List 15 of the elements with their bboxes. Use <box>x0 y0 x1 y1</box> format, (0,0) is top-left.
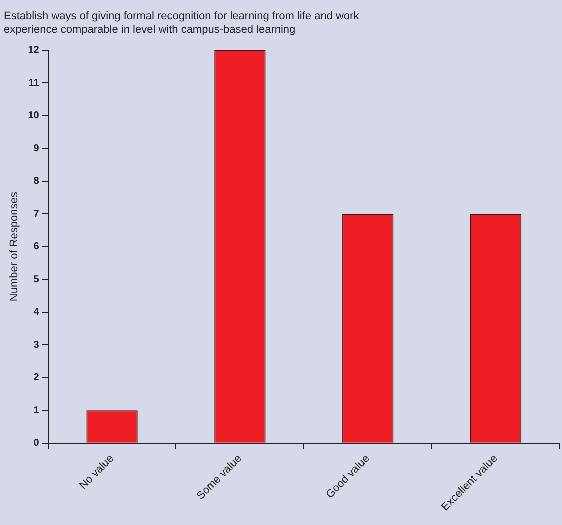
y-tick-label: 1 <box>34 405 40 416</box>
y-tick-label: 5 <box>34 274 40 286</box>
y-tick-label: 0 <box>34 438 40 450</box>
y-tick-label: 10 <box>28 110 40 122</box>
y-tick-label: 8 <box>34 176 40 188</box>
y-tick-label: 7 <box>34 208 40 220</box>
y-tick-label: 6 <box>34 242 40 253</box>
y-tick-label: 3 <box>34 340 40 351</box>
y-axis-title: Number of Responses <box>8 192 21 302</box>
y-tick-label: 11 <box>28 78 40 89</box>
chart-title: Establish ways of giving formal recognition for learning from life and work experience comparable in level with campus-based learning <box>4 10 360 36</box>
y-tick-label: 4 <box>34 307 40 318</box>
y-tick-label: 2 <box>34 372 40 384</box>
y-tick-label: 9 <box>34 143 40 154</box>
y-tick-label: 12 <box>28 45 40 56</box>
